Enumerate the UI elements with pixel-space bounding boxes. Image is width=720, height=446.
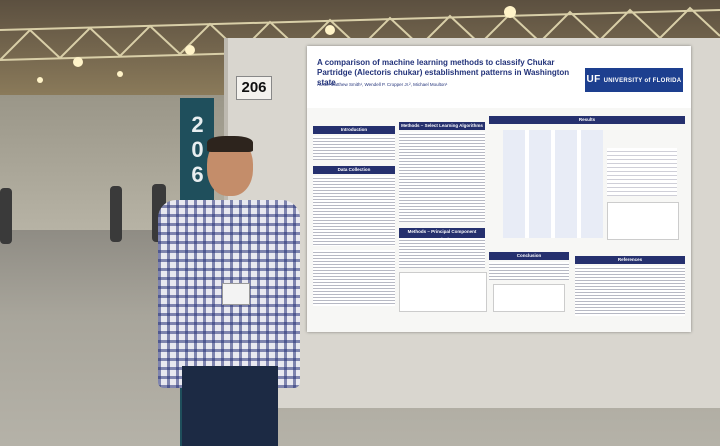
intro-text-block xyxy=(313,136,395,160)
methods-pca-text xyxy=(399,238,485,268)
section-methods-slr: Methods – Select Learning Algorithms xyxy=(399,122,485,130)
presenter-hair xyxy=(207,136,253,152)
background-person xyxy=(0,188,12,244)
methods-slr-text xyxy=(399,132,485,222)
background-person xyxy=(110,186,122,242)
presenter-name-badge xyxy=(222,283,250,305)
data-collection-text xyxy=(313,176,395,246)
pca-plot xyxy=(399,272,487,312)
pole-number: 206 xyxy=(180,112,214,192)
section-references: References xyxy=(575,256,685,264)
references-text xyxy=(575,266,685,316)
conclusion-chart xyxy=(493,284,565,312)
university-logo: UF UNIVERSITY of FLORIDA xyxy=(585,68,683,92)
conclusion-text xyxy=(489,262,569,280)
logo-text: UNIVERSITY of FLORIDA xyxy=(603,78,682,84)
section-data-collection: Data Collection xyxy=(313,166,395,174)
results-map-grid xyxy=(503,130,603,238)
pole-number-text: 206 xyxy=(185,112,210,187)
research-poster: A comparison of machine learning methods… xyxy=(307,46,691,332)
section-introduction: Introduction xyxy=(313,126,395,134)
results-bar-chart xyxy=(607,202,679,240)
booth-number-sign: 206 xyxy=(236,76,272,100)
presenter-pants xyxy=(182,366,278,446)
section-conclusion: Conclusion xyxy=(489,252,569,260)
section-results: Results xyxy=(489,116,685,124)
poster-title: A comparison of machine learning methods… xyxy=(317,58,570,87)
poster-header: A comparison of machine learning methods… xyxy=(307,46,691,108)
poster-authors: Austin Matthew Smith¹, Wendell P. Croppe… xyxy=(317,82,448,87)
results-table xyxy=(607,148,677,196)
logo-prefix: UF xyxy=(586,74,601,85)
data-table xyxy=(313,250,395,306)
